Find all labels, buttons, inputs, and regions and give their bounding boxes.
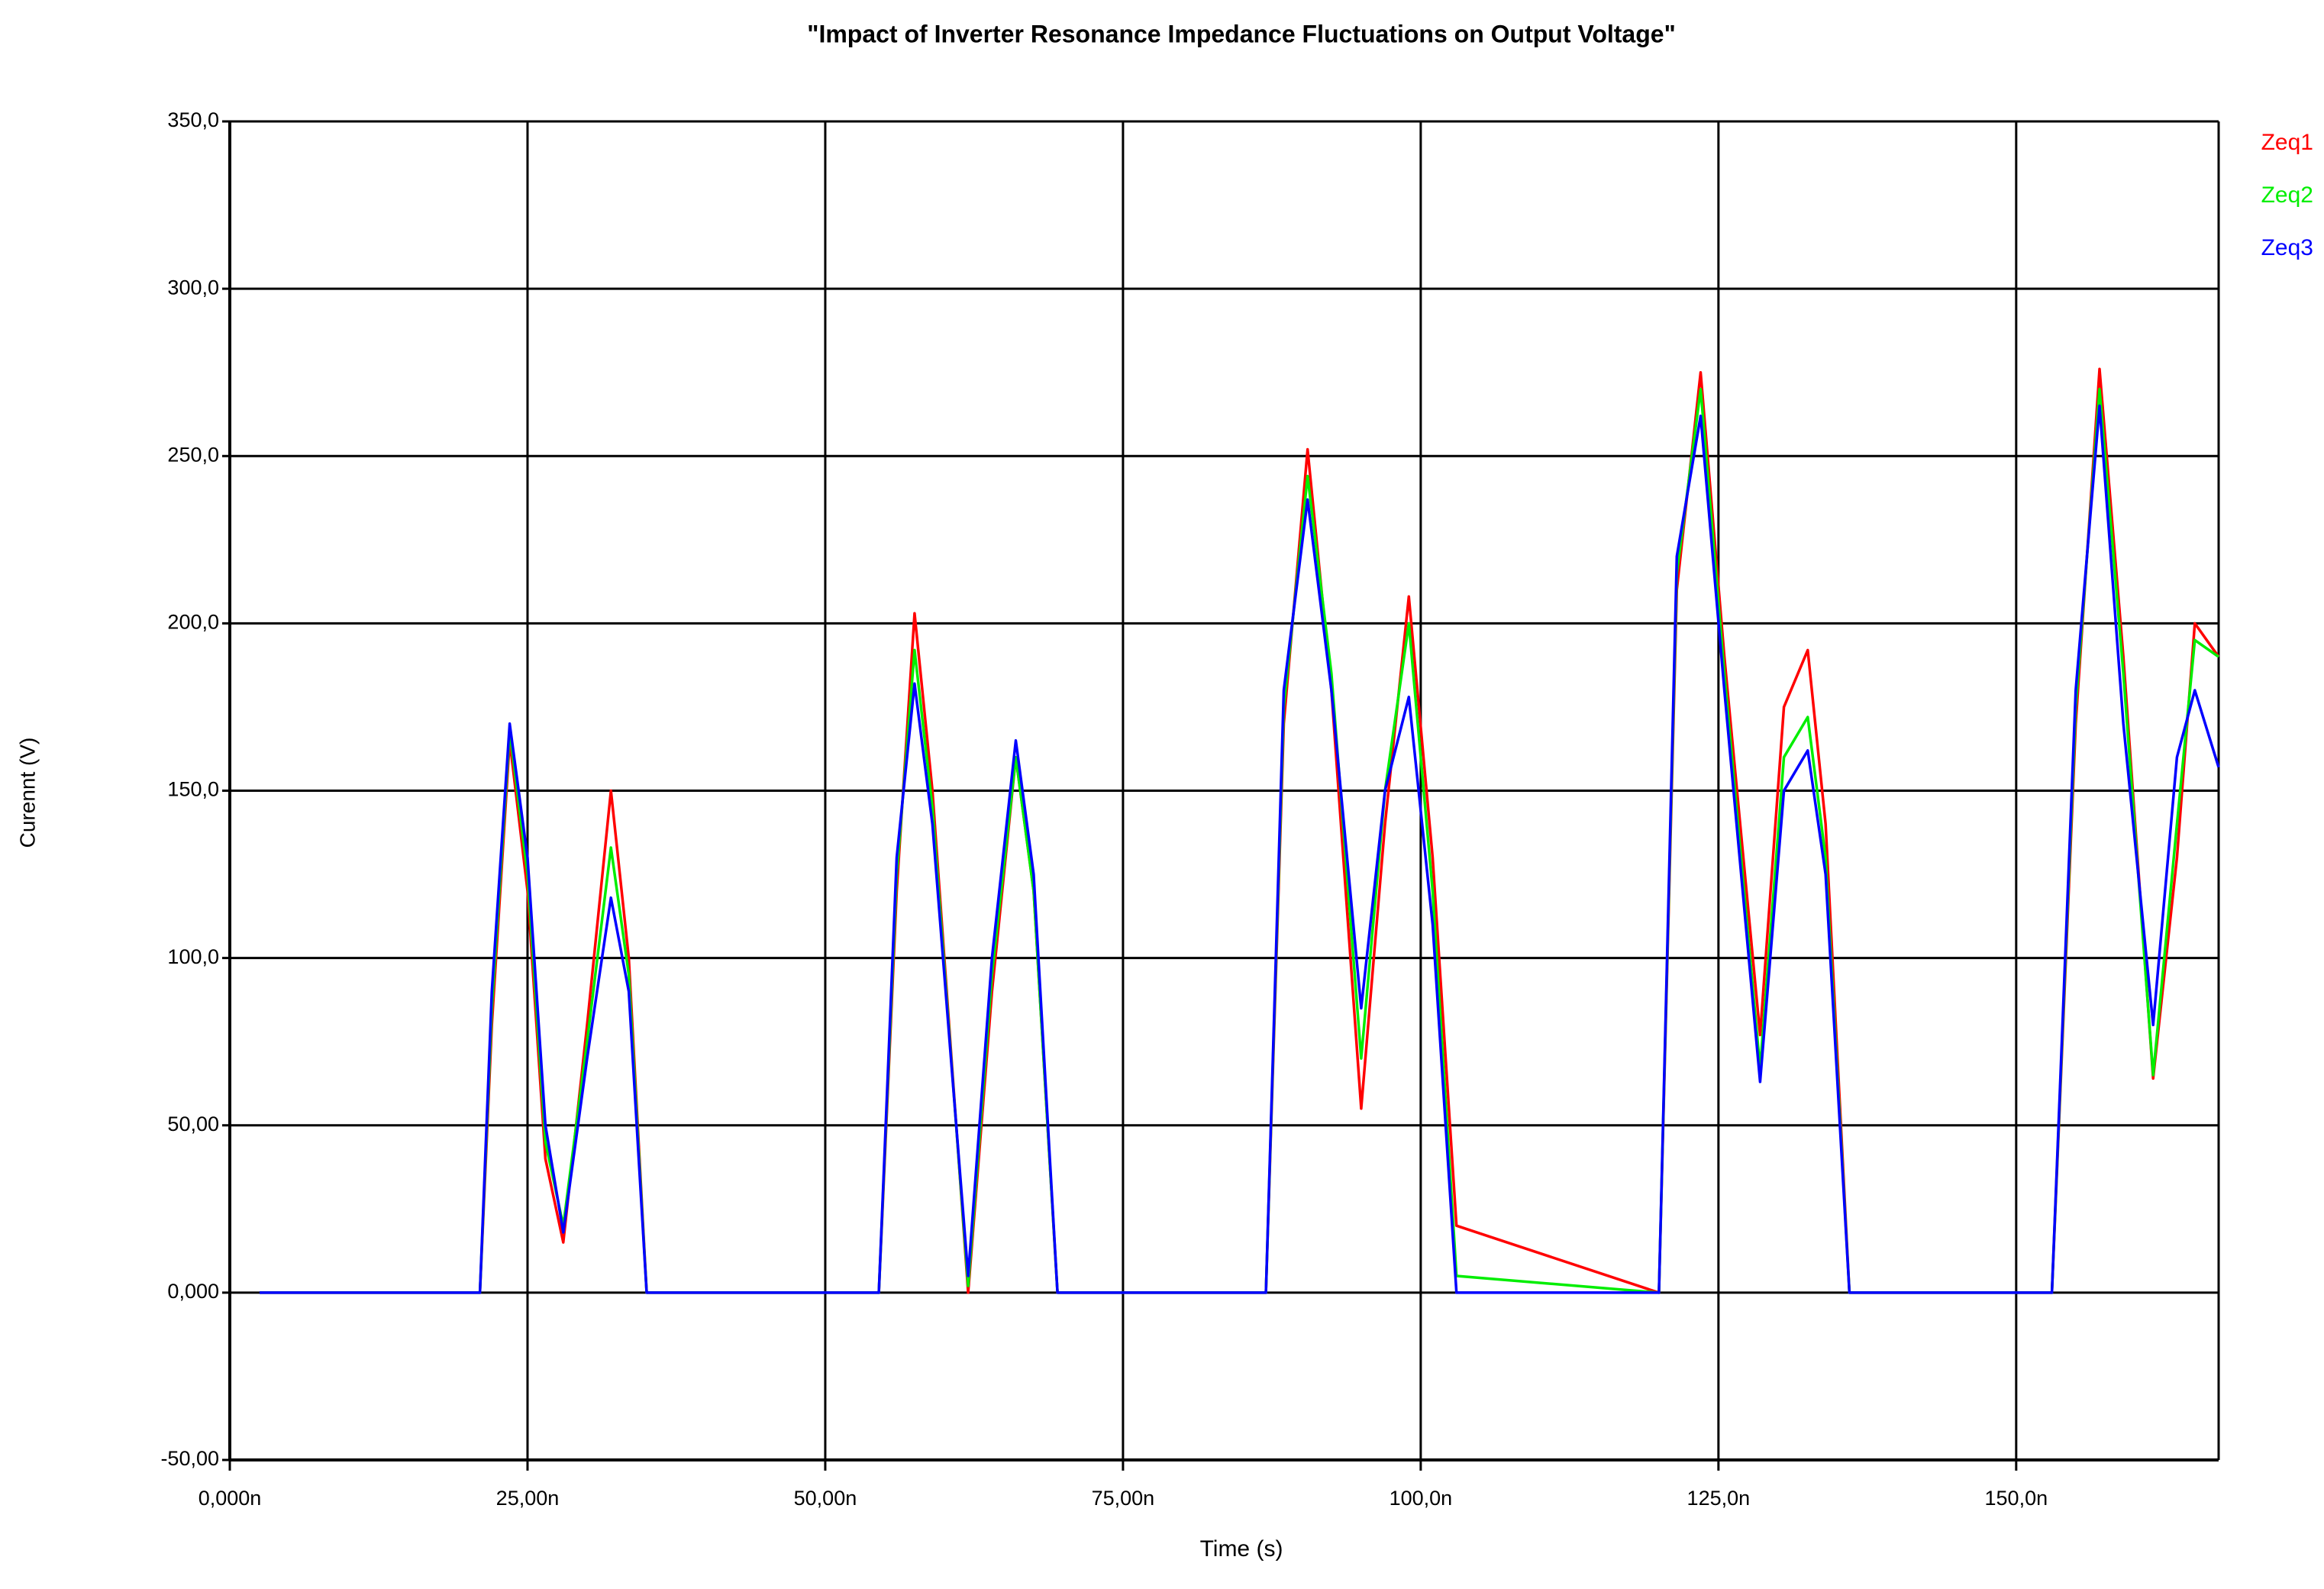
y-tick-label: 0,000	[167, 1280, 219, 1303]
y-tick-label: 350,0	[167, 108, 219, 131]
legend-label: Zeq2	[2261, 182, 2313, 208]
x-tick-label: 50,00n	[794, 1487, 857, 1510]
y-tick-label: 300,0	[167, 276, 219, 299]
y-tick-label: 100,0	[167, 945, 219, 968]
y-tick-label: 50,00	[167, 1113, 219, 1135]
legend-label: Zeq3	[2261, 235, 2313, 260]
y-axis-title: Curennt (V)	[15, 738, 39, 848]
y-tick-label: 250,0	[167, 443, 219, 466]
x-tick-label: 0,000n	[199, 1487, 262, 1510]
x-tick-label: 25,00n	[496, 1487, 560, 1510]
series-line	[260, 367, 2220, 1294]
chart-title: "Impact of Inverter Resonance Impedance …	[807, 20, 1675, 47]
legend-label: Zeq1	[2261, 130, 2313, 155]
y-tick-label: 150,0	[167, 778, 219, 801]
x-tick-label: 100,0n	[1390, 1487, 1453, 1510]
x-tick-label: 150,0n	[1985, 1487, 2048, 1510]
y-tick-label: 200,0	[167, 611, 219, 634]
series-line	[260, 387, 2220, 1294]
series-line	[260, 404, 2220, 1294]
x-tick-label: 75,00n	[1092, 1487, 1155, 1510]
x-axis-title: Time (s)	[1200, 1536, 1283, 1562]
x-tick-label: 125,0n	[1687, 1487, 1751, 1510]
y-tick-label: -50,00	[160, 1447, 219, 1470]
